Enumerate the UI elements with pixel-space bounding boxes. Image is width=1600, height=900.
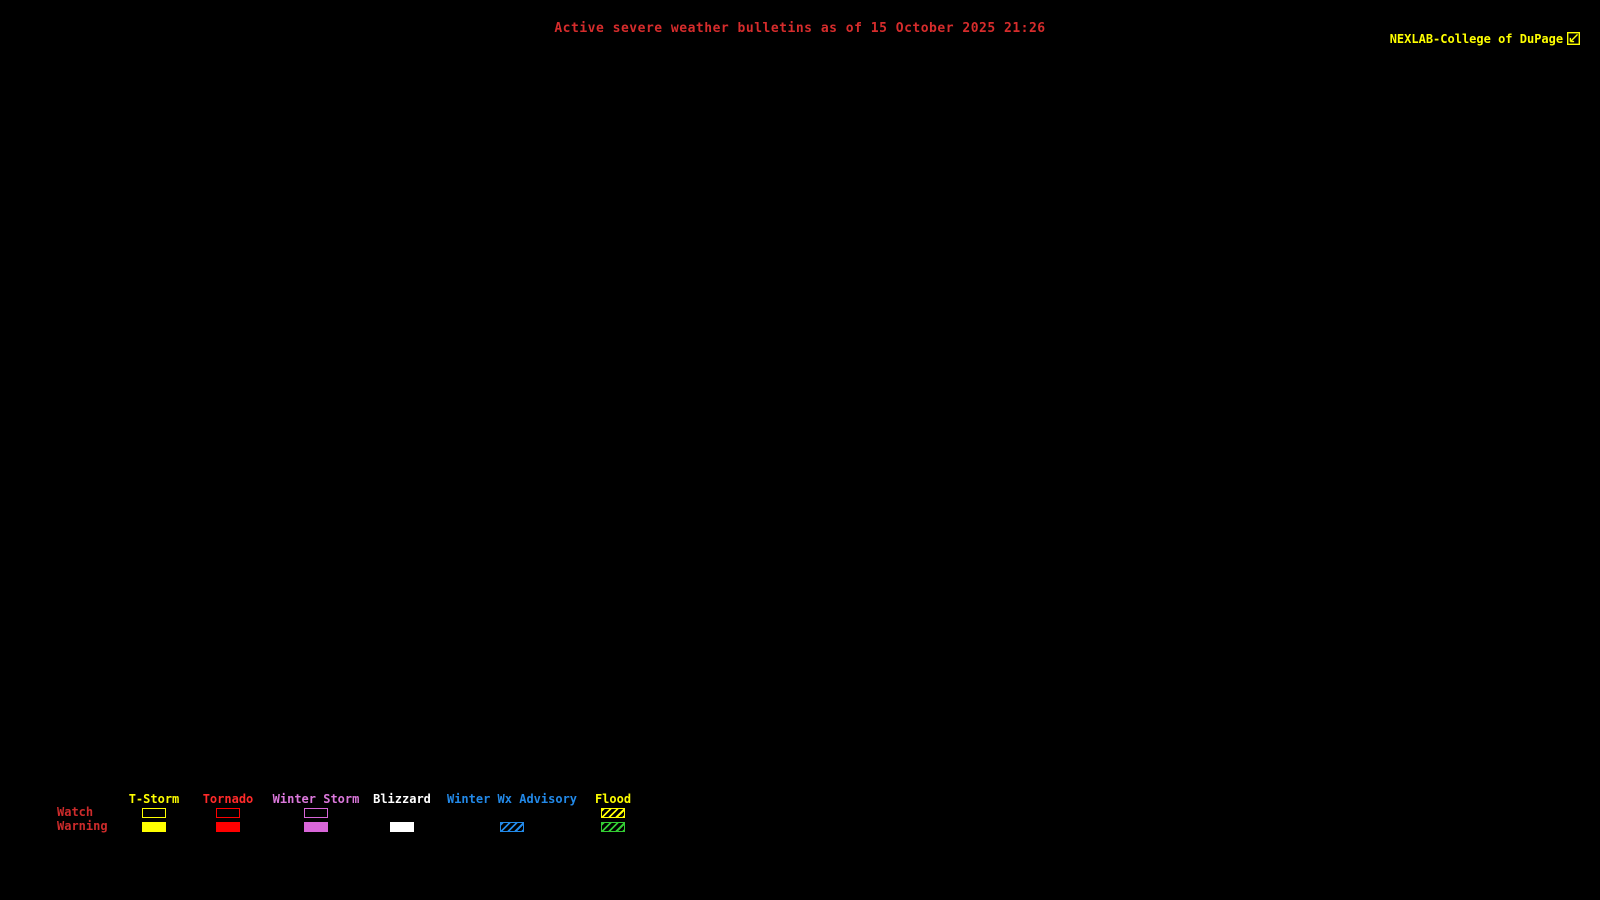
legend-column-winter-wx-advisory: Winter Wx Advisory: [442, 793, 582, 834]
brand-text: NEXLAB-College of DuPage: [1389, 31, 1564, 46]
legend-column-winter-storm: Winter Storm: [246, 793, 386, 834]
legend-column-label: Tornado: [202, 792, 254, 806]
legend-watch-box: [142, 808, 166, 818]
legend-watch-box: [304, 808, 328, 818]
legend-warning-box: [142, 822, 166, 832]
legend-warning-box: [390, 822, 414, 832]
legend-warning-box: [500, 822, 524, 832]
legend-warning-label: Warning: [57, 819, 108, 833]
legend-warning-box: [601, 822, 625, 832]
legend-column-label: Winter Storm: [272, 792, 360, 806]
legend-warning-box: [304, 822, 328, 832]
legend-watch-label: Watch: [57, 805, 94, 819]
box-diagonal-arrow-icon: [1567, 4, 1596, 73]
page-title: Active severe weather bulletins as of 15…: [554, 21, 1046, 36]
legend-column-label: Flood: [594, 792, 632, 806]
legend-watch-box: [216, 808, 240, 818]
legend-warning-box: [216, 822, 240, 832]
legend-column-label: Blizzard: [373, 792, 431, 806]
brand: NEXLAB-College of DuPage: [1390, 4, 1596, 73]
legend-column-tornado: Tornado: [158, 793, 298, 834]
legend-column-label: Winter Wx Advisory: [446, 792, 578, 806]
legend-column-tstorm: T-Storm: [84, 793, 224, 834]
legend: Watch Warning T-Storm Tornado Winter Sto…: [0, 793, 800, 838]
legend-column-blizzard: Blizzard: [332, 793, 472, 834]
legend-column-label: T-Storm: [128, 792, 180, 806]
legend-watch-box: [601, 808, 625, 818]
legend-column-flood: Flood: [543, 793, 683, 834]
